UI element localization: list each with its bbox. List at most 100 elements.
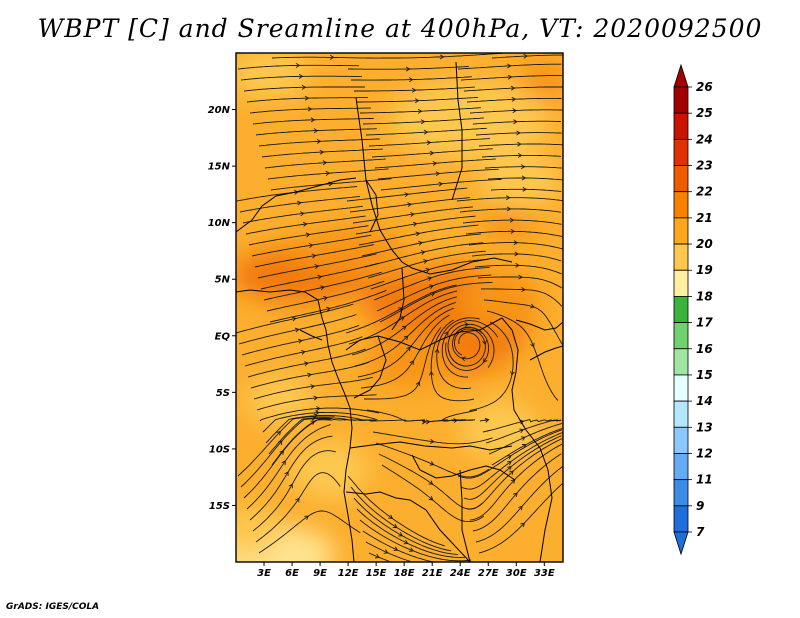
streamline-arrow-49 (302, 221, 308, 227)
shade-region-15 (520, 60, 563, 100)
streamline-arrow-9 (507, 74, 513, 80)
streamline-33 (267, 168, 389, 180)
lon-tick-label: 33E (534, 568, 555, 579)
streamline-92 (436, 317, 480, 389)
streamline-23 (475, 132, 562, 136)
streamline-4 (348, 65, 469, 70)
streamline-arrow-91 (307, 372, 312, 378)
colorbar-segment-10 (673, 348, 689, 376)
streamline-111 (271, 419, 374, 466)
streamline-48 (245, 215, 366, 235)
streamline-arrow-50 (412, 221, 418, 227)
streamline-11 (463, 86, 563, 92)
streamline-56 (471, 253, 562, 262)
streamline-arrow-134 (383, 549, 389, 554)
streamline-126 (249, 435, 333, 521)
streamline-arrow-55 (308, 243, 314, 248)
streamline-91 (360, 314, 450, 389)
streamline-103 (372, 431, 493, 445)
shade-region-1 (290, 228, 410, 272)
streamline-arrow-2 (439, 54, 445, 60)
streamline-arrow-125 (403, 539, 409, 545)
streamline-arrow-101 (425, 419, 431, 425)
streamline-81 (241, 324, 360, 356)
streamline-128 (469, 443, 563, 521)
lon-tick-label: 30E (506, 568, 527, 579)
streamline-78 (238, 314, 357, 345)
streamline-47 (462, 219, 562, 225)
streamline-120 (243, 418, 331, 499)
streamline-76 (345, 284, 457, 334)
lon-tick-label: 3E (257, 568, 271, 579)
streamline-arrow-10 (301, 84, 307, 90)
streamline-arrow-119 (392, 523, 398, 529)
streamline-63 (260, 262, 380, 290)
lat-tick-label: 5S (216, 388, 230, 399)
streamline-134 (475, 465, 563, 543)
streamline-7 (351, 76, 472, 81)
streamline-80 (451, 326, 483, 360)
colorbar-label: 9 (696, 499, 704, 513)
streamline-31 (374, 158, 496, 169)
colorbar-label: 26 (696, 80, 713, 94)
streamline-arrow-67 (320, 285, 326, 291)
streamline-arrow-1 (329, 54, 335, 60)
streamline-arrow-122 (398, 532, 404, 537)
colorbar-label: 11 (696, 473, 713, 487)
streamline-arrow-48 (509, 217, 515, 223)
streamline-arrow-44 (407, 202, 412, 208)
streamline-arrow-102 (484, 417, 490, 423)
streamline-arrow-123 (507, 466, 512, 471)
lat-tick-label: 5N (215, 275, 231, 286)
streamline-34 (377, 168, 499, 180)
shade-region-12 (290, 440, 370, 500)
streamline-6 (240, 75, 362, 81)
lat-tick-label: EQ (215, 331, 231, 342)
lon-tick-label: 18E (394, 568, 415, 579)
streamline-arrow-108 (519, 428, 525, 434)
streamline-21 (255, 128, 377, 136)
streamline-arrow-57 (514, 251, 519, 257)
streamline-arrow-86 (403, 335, 409, 341)
streamline-64 (370, 258, 488, 290)
shade-region-10 (236, 53, 310, 100)
streamline-arrow-88 (304, 361, 309, 367)
streamline-arrow-92 (409, 360, 414, 365)
streamline-arrow-110 (428, 480, 434, 485)
streamline-87 (247, 348, 366, 378)
streamline-arrow-20 (420, 119, 426, 125)
streamline-arrow-21 (513, 119, 518, 125)
grads-credit: GrADS: IGES/COLA (6, 602, 100, 612)
streamline-arrow-72 (530, 342, 535, 348)
colorbar-segment-11 (673, 374, 689, 402)
streamline-127 (359, 519, 472, 562)
streamline-66 (263, 271, 382, 301)
streamline-arrow-95 (415, 381, 421, 387)
streamline-arrow-94 (310, 384, 316, 389)
streamline-75 (236, 303, 354, 334)
streamline-arrow-36 (521, 175, 527, 181)
streamline-arrow-42 (505, 195, 511, 201)
streamline-43 (349, 197, 471, 213)
streamline-86 (447, 323, 495, 368)
streamline-arrow-79 (294, 327, 300, 333)
streamline-arrow-29 (429, 150, 435, 156)
colorbar-bottom-arrow (673, 531, 689, 556)
lat-tick-label: 10N (208, 218, 231, 229)
streamline-arrow-84 (482, 340, 487, 346)
colorbar-label: 17 (696, 316, 713, 330)
colorbar-segment-12 (673, 400, 689, 428)
shade-region-11 (480, 150, 560, 210)
streamline-arrow-23 (423, 129, 429, 135)
streamline-arrow-107 (429, 461, 435, 466)
streamline-arrow-104 (429, 438, 435, 444)
streamline-arrow-75 (510, 370, 515, 376)
lat-tick-label: 10S (209, 444, 230, 455)
colorbar-segment-2 (673, 138, 689, 166)
streamline-arrow-59 (420, 250, 426, 255)
streamline-123 (246, 424, 331, 510)
streamline-62 (477, 276, 563, 289)
streamline-112 (381, 464, 485, 523)
streamline-arrow-63 (518, 274, 523, 280)
colorbar-segment-6 (673, 243, 689, 271)
